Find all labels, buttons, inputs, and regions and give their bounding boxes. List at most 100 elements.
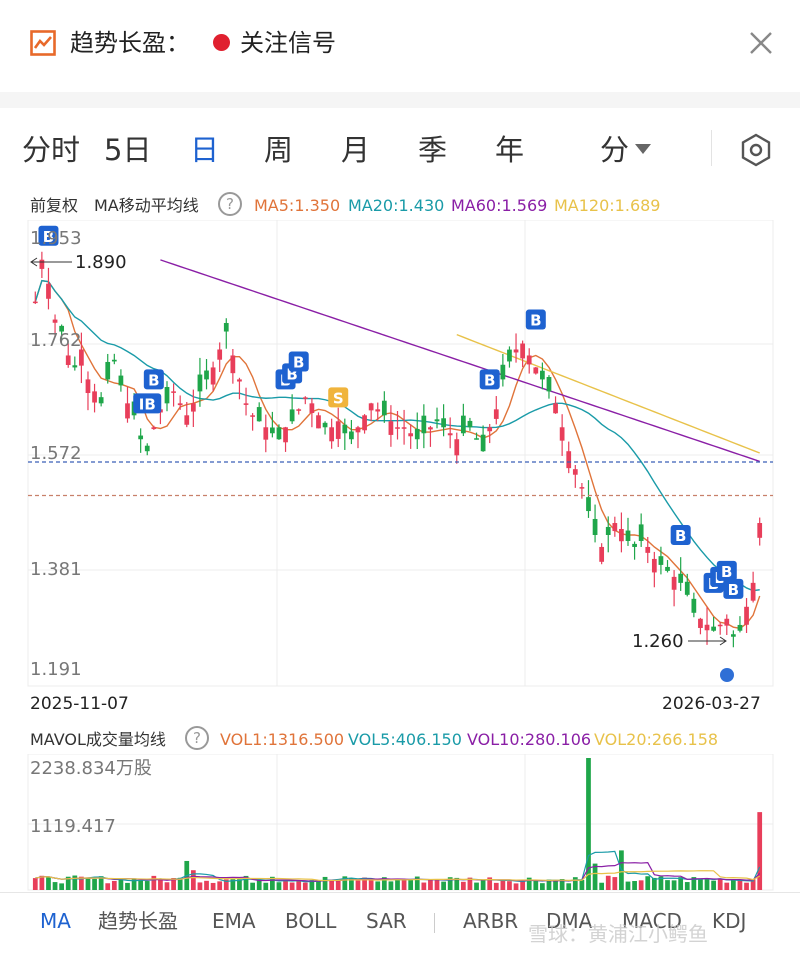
volume-bar xyxy=(217,881,223,890)
volume-help-icon[interactable]: ? xyxy=(185,726,209,750)
tab-macd[interactable]: MACD xyxy=(622,909,682,933)
volume-bar xyxy=(270,876,275,890)
candles xyxy=(32,251,763,648)
volume-bar xyxy=(447,877,453,890)
tab-month[interactable]: 月 xyxy=(341,133,371,167)
candle xyxy=(79,332,84,384)
tab-trend[interactable]: 趋势长盈 xyxy=(98,909,178,933)
candle xyxy=(632,541,637,560)
settings-icon[interactable] xyxy=(738,132,774,168)
candle xyxy=(197,357,203,407)
volume-bar xyxy=(276,882,282,890)
volume-bar xyxy=(342,876,348,890)
candle xyxy=(223,318,229,349)
volume-bar xyxy=(533,880,539,890)
volume-chart[interactable]: 2238.834万股 1119.417 xyxy=(0,754,800,892)
volume-bar xyxy=(730,879,736,890)
volume-bar xyxy=(46,876,51,890)
signal-badge[interactable]: B xyxy=(670,524,691,545)
tab-week[interactable]: 周 xyxy=(264,133,294,167)
svg-text:B: B xyxy=(293,353,304,371)
signal-badge[interactable]: B xyxy=(38,225,59,246)
candle xyxy=(645,536,651,564)
candle xyxy=(487,423,493,444)
candle xyxy=(414,412,420,450)
candle xyxy=(256,402,262,422)
tab-dma[interactable]: DMA xyxy=(546,909,593,933)
svg-text:B: B xyxy=(484,371,495,389)
candle xyxy=(322,421,328,435)
candle xyxy=(151,425,157,430)
volume-bar xyxy=(296,880,302,890)
volume-bar xyxy=(388,881,394,890)
tab-minute-dropdown[interactable]: 分 xyxy=(600,132,652,168)
signal-badge[interactable]: B xyxy=(716,560,737,581)
help-icon[interactable]: ? xyxy=(218,192,242,216)
volume-bar xyxy=(757,812,763,890)
tab-ma[interactable]: MA xyxy=(40,909,71,933)
candle xyxy=(441,404,446,437)
tab-boll[interactable]: BOLL xyxy=(285,909,337,933)
candle xyxy=(480,425,486,452)
volume-bar xyxy=(52,882,58,890)
low-annotation: 1.260 xyxy=(632,631,727,652)
signal-badge[interactable]: B xyxy=(288,351,309,372)
tab-year[interactable]: 年 xyxy=(495,133,525,167)
close-icon[interactable] xyxy=(746,28,776,58)
watermark: 雪球：黄浦江小鳄鱼 xyxy=(528,922,708,946)
latest-dot[interactable] xyxy=(720,668,734,682)
signal-badge[interactable]: B xyxy=(525,309,546,330)
svg-text:B: B xyxy=(530,312,541,330)
volume-legend: MAVOL成交量均线 ? VOL1:1316.500 VOL5:406.150 … xyxy=(0,726,800,754)
candle xyxy=(612,516,618,537)
candle xyxy=(52,314,58,337)
volume-bar xyxy=(454,877,460,890)
candle xyxy=(566,441,572,474)
volume-bar xyxy=(85,877,91,890)
volume-bar xyxy=(302,882,308,890)
tab-ema[interactable]: EMA xyxy=(212,909,256,933)
tab-minute[interactable]: 分时 xyxy=(22,133,81,167)
candle xyxy=(671,570,677,607)
candle xyxy=(730,630,736,648)
candle xyxy=(98,392,104,407)
volume-bar xyxy=(125,882,130,890)
signal-badge[interactable]: B xyxy=(479,369,500,390)
volume-bar xyxy=(441,881,446,890)
candle xyxy=(520,340,525,368)
candle xyxy=(342,418,348,450)
candle xyxy=(355,425,361,449)
volume-bar xyxy=(144,881,150,890)
candle xyxy=(421,404,427,449)
candle xyxy=(691,592,697,618)
volume-bar xyxy=(500,880,506,890)
tab-quarter[interactable]: 季 xyxy=(418,133,448,167)
indicator-tab-bar: MA 趋势长盈 EMA BOLL SAR ARBR DMA MACD KDJ xyxy=(0,892,800,963)
tab-5day[interactable]: 5日 xyxy=(104,133,152,167)
candle xyxy=(619,512,624,553)
volume-bar xyxy=(638,880,644,890)
candle xyxy=(210,361,216,391)
candle xyxy=(39,251,45,279)
tab-day[interactable]: 日 xyxy=(190,133,220,167)
volume-ma-line xyxy=(35,862,761,882)
signal-badge[interactable]: IB xyxy=(133,393,162,414)
volume-bar xyxy=(177,877,183,890)
signal-badge[interactable]: B xyxy=(143,369,164,390)
price-chart[interactable]: BIBBBBBSBBBBBBB 1.953 1.762 1.572 1.381 … xyxy=(0,220,800,690)
signal-badge[interactable]: B xyxy=(723,578,744,599)
adjust-mode[interactable]: 前复权 xyxy=(30,196,79,215)
tab-arbr[interactable]: ARBR xyxy=(463,909,519,933)
signal-label[interactable]: 关注信号 xyxy=(240,29,336,57)
volume-bar xyxy=(138,880,144,890)
volume-bar xyxy=(197,882,203,890)
tab-kdj[interactable]: KDJ xyxy=(712,909,747,933)
signal-badge[interactable]: S xyxy=(328,387,349,408)
high-annotation: 1.890 xyxy=(30,252,127,273)
tab-sar[interactable]: SAR xyxy=(366,909,407,933)
candle xyxy=(750,571,756,603)
volume-bar xyxy=(651,877,657,890)
high-label: 1.890 xyxy=(75,252,127,273)
volume-bar xyxy=(408,879,414,890)
